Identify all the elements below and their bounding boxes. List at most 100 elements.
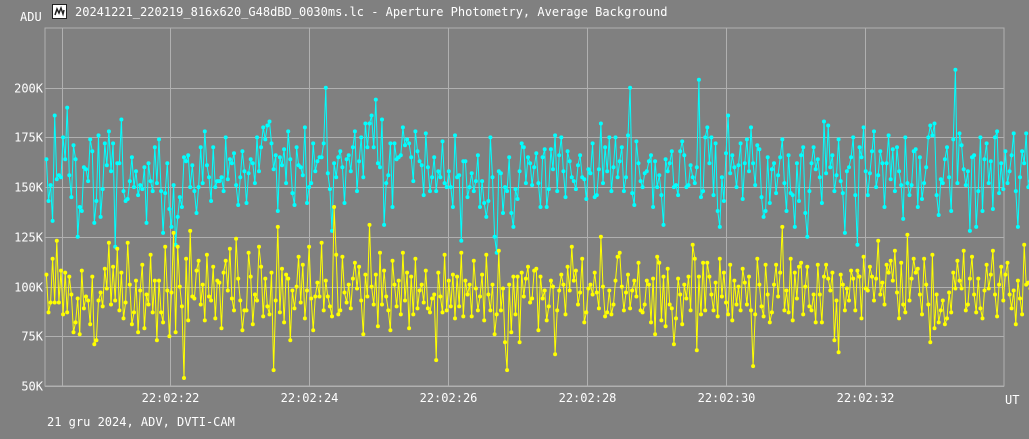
data-point	[1005, 260, 1010, 265]
data-point	[415, 306, 420, 311]
data-point	[444, 185, 449, 190]
data-point	[761, 214, 766, 219]
data-point	[663, 324, 668, 329]
data-point	[724, 151, 728, 156]
data-point	[659, 193, 664, 198]
data-point	[571, 179, 576, 184]
data-point	[867, 264, 872, 269]
data-point	[121, 189, 126, 194]
data-point	[915, 266, 920, 271]
data-point	[780, 137, 785, 142]
data-point	[384, 181, 389, 186]
data-point	[144, 292, 149, 297]
data-point	[528, 161, 533, 166]
data-point	[784, 209, 789, 213]
data-point	[694, 165, 699, 170]
data-point	[661, 274, 666, 279]
data-point	[486, 292, 491, 297]
data-point	[559, 135, 564, 140]
data-point	[957, 278, 962, 283]
data-point	[899, 183, 904, 188]
data-point	[411, 179, 416, 184]
data-point	[711, 308, 716, 313]
data-point	[269, 270, 274, 275]
data-point	[498, 308, 503, 313]
data-point	[978, 135, 983, 140]
data-point	[920, 197, 924, 201]
data-point	[307, 244, 312, 249]
data-point	[177, 195, 182, 200]
data-point	[571, 278, 576, 283]
data-point	[661, 222, 666, 227]
data-point	[803, 211, 808, 215]
data-point	[503, 340, 507, 345]
data-point	[840, 191, 845, 196]
data-point	[590, 141, 595, 146]
data-point	[75, 296, 80, 301]
data-point	[519, 141, 524, 146]
data-point	[1011, 131, 1016, 136]
data-point	[257, 169, 261, 174]
y-tick-label: 50K	[21, 380, 43, 394]
data-point	[801, 312, 806, 317]
data-point	[421, 193, 426, 198]
data-point	[792, 270, 797, 275]
data-point	[432, 292, 437, 297]
data-point	[582, 177, 587, 182]
data-point	[855, 242, 860, 247]
data-point	[344, 300, 349, 305]
data-point	[515, 274, 520, 279]
data-point	[109, 169, 113, 174]
data-point	[861, 125, 866, 130]
data-point	[280, 163, 284, 168]
light-curve-app-icon[interactable]	[52, 4, 67, 19]
data-point	[867, 171, 872, 176]
data-point	[357, 264, 362, 269]
data-point	[611, 165, 616, 170]
data-point	[922, 181, 927, 186]
data-point	[678, 149, 683, 154]
data-point	[940, 298, 945, 303]
data-point	[667, 161, 672, 166]
data-point	[438, 175, 443, 180]
data-point	[767, 201, 772, 205]
data-point	[567, 159, 572, 164]
data-point	[990, 207, 995, 211]
data-point	[769, 167, 774, 172]
data-point	[1015, 224, 1020, 229]
data-point	[138, 288, 143, 293]
data-point	[271, 368, 276, 373]
data-point	[382, 222, 387, 227]
data-point	[657, 173, 662, 178]
data-point	[98, 290, 103, 295]
data-point	[338, 149, 343, 154]
data-point	[613, 278, 618, 283]
data-point	[63, 157, 68, 162]
data-point	[225, 288, 230, 293]
data-point	[252, 292, 257, 297]
data-point	[995, 314, 1000, 319]
data-point	[605, 169, 610, 174]
data-point	[92, 342, 97, 347]
data-point	[569, 175, 574, 180]
data-point	[584, 310, 589, 315]
data-point	[446, 278, 451, 283]
data-point	[555, 189, 560, 194]
data-point	[198, 145, 203, 150]
data-point	[65, 310, 70, 315]
data-point	[321, 308, 326, 313]
data-point	[874, 185, 879, 190]
data-point	[267, 119, 272, 124]
data-point	[204, 252, 209, 257]
data-point	[157, 278, 161, 283]
data-point	[188, 185, 193, 190]
data-point	[232, 151, 236, 156]
data-point	[273, 153, 278, 158]
data-point	[615, 175, 620, 180]
data-point	[465, 195, 470, 200]
data-point	[734, 302, 739, 307]
data-point	[621, 308, 626, 313]
data-point	[104, 163, 109, 168]
series-2	[44, 205, 1029, 380]
